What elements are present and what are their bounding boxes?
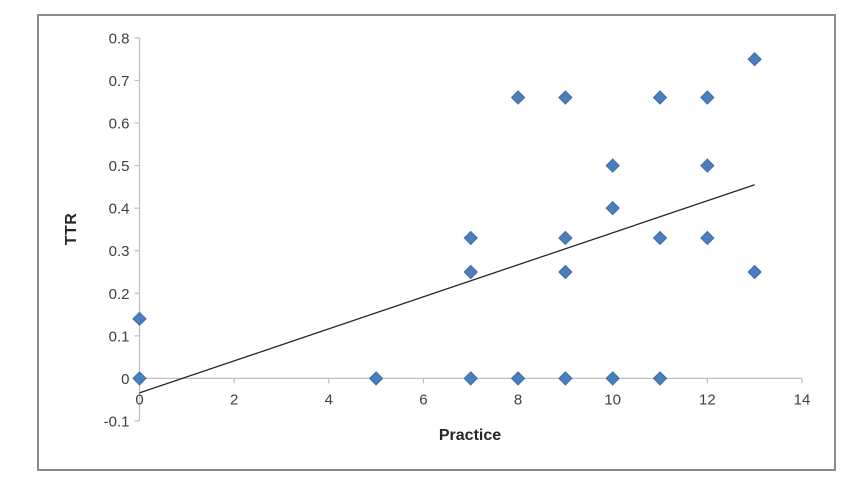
data-point-marker bbox=[510, 90, 526, 105]
data-point-marker bbox=[605, 371, 620, 386]
data-point-marker bbox=[558, 230, 573, 246]
data-point-marker bbox=[558, 264, 573, 280]
data-point-marker bbox=[605, 158, 620, 173]
data-point-marker bbox=[463, 264, 478, 280]
y-axis-title: TTR bbox=[63, 212, 80, 246]
data-point-marker bbox=[652, 371, 668, 386]
data-point-marker bbox=[558, 371, 573, 386]
trendline bbox=[139, 184, 755, 394]
data-point-marker bbox=[747, 264, 762, 280]
data-point-marker bbox=[700, 90, 715, 105]
data-point-marker bbox=[368, 371, 384, 386]
x-tick-label: 0 bbox=[135, 391, 143, 408]
chart-frame bbox=[37, 14, 836, 471]
y-tick-label: -0.1 bbox=[104, 413, 130, 430]
data-point-marker bbox=[700, 230, 715, 246]
data-point-marker bbox=[463, 371, 478, 386]
data-point-marker bbox=[132, 311, 147, 327]
x-tick-label: 14 bbox=[794, 391, 811, 408]
x-tick-label: 8 bbox=[514, 391, 522, 408]
y-tick-label: 0.3 bbox=[109, 243, 130, 260]
x-tick-label: 2 bbox=[230, 391, 238, 408]
y-tick-label: 0.4 bbox=[109, 201, 130, 218]
data-point-marker bbox=[652, 230, 668, 246]
data-point-marker bbox=[558, 90, 573, 105]
x-tick-label: 12 bbox=[699, 391, 716, 408]
y-tick-label: 0.8 bbox=[109, 30, 130, 47]
data-point-marker bbox=[700, 158, 715, 173]
y-tick-label: 0.7 bbox=[109, 73, 130, 90]
y-tick-label: 0.5 bbox=[109, 158, 130, 175]
y-tick-label: 0 bbox=[121, 371, 129, 388]
data-point-marker bbox=[132, 371, 147, 386]
data-point-marker bbox=[510, 371, 526, 386]
x-tick-label: 4 bbox=[325, 391, 333, 408]
data-point-marker bbox=[747, 51, 762, 67]
data-point-marker bbox=[605, 200, 620, 216]
x-tick-label: 10 bbox=[604, 391, 621, 408]
x-axis-title: Practice bbox=[438, 427, 502, 444]
y-tick-label: 0.2 bbox=[109, 286, 130, 303]
y-tick-label: 0.1 bbox=[109, 328, 130, 345]
y-tick-label: 0.6 bbox=[109, 116, 130, 133]
data-point-marker bbox=[463, 230, 478, 246]
x-tick-label: 6 bbox=[419, 391, 427, 408]
data-point-marker bbox=[652, 90, 668, 105]
